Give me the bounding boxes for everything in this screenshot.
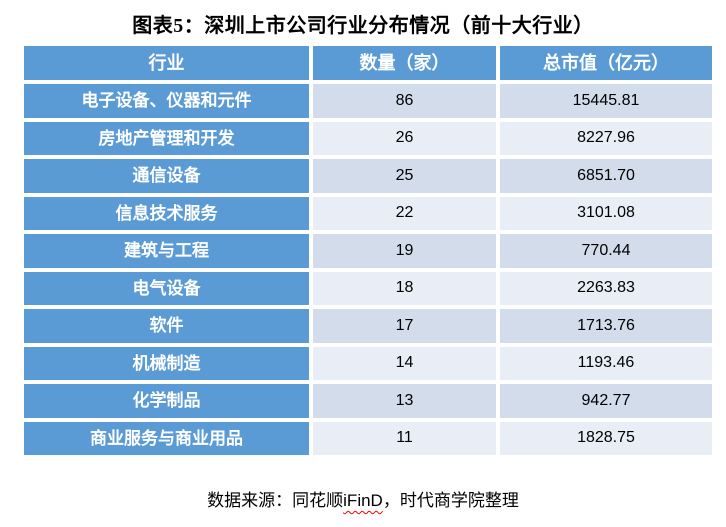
- industry-cell: 机械制造: [24, 346, 309, 380]
- count-cell: 11: [313, 421, 496, 455]
- industry-cell: 化学制品: [24, 384, 309, 418]
- industry-cell: 建筑与工程: [24, 234, 309, 268]
- industry-distribution-table: 行业 数量（家） 总市值（亿元） 电子设备、仪器和元件 86 15445.81 …: [24, 46, 712, 455]
- count-cell: 25: [313, 159, 496, 193]
- industry-cell: 房地产管理和开发: [24, 121, 309, 155]
- market-cap-cell: 1713.76: [500, 309, 712, 343]
- column-header-count: 数量（家）: [313, 46, 496, 80]
- market-cap-cell: 3101.08: [500, 196, 712, 230]
- count-cell: 26: [313, 121, 496, 155]
- market-cap-cell: 770.44: [500, 234, 712, 268]
- market-cap-cell: 15445.81: [500, 84, 712, 118]
- count-cell: 18: [313, 271, 496, 305]
- source-suffix: ，时代商学院整理: [382, 491, 519, 510]
- industry-cell: 软件: [24, 309, 309, 343]
- count-cell: 22: [313, 196, 496, 230]
- count-cell: 19: [313, 234, 496, 268]
- market-cap-cell: 1193.46: [500, 346, 712, 380]
- industry-cell: 通信设备: [24, 159, 309, 193]
- market-cap-cell: 2263.83: [500, 271, 712, 305]
- count-cell: 14: [313, 346, 496, 380]
- industry-cell: 电气设备: [24, 271, 309, 305]
- column-header-industry: 行业: [24, 46, 309, 80]
- column-header-market-cap: 总市值（亿元）: [500, 46, 712, 80]
- industry-cell: 信息技术服务: [24, 196, 309, 230]
- market-cap-cell: 8227.96: [500, 121, 712, 155]
- count-cell: 17: [313, 309, 496, 343]
- market-cap-cell: 6851.70: [500, 159, 712, 193]
- source-prefix: 数据来源：同花顺: [207, 491, 344, 510]
- industry-cell: 电子设备、仪器和元件: [24, 84, 309, 118]
- count-cell: 13: [313, 384, 496, 418]
- source-ifind-label: iFinD: [343, 491, 383, 510]
- count-cell: 86: [313, 84, 496, 118]
- market-cap-cell: 942.77: [500, 384, 712, 418]
- industry-cell: 商业服务与商业用品: [24, 421, 309, 455]
- figure-title: 图表5：深圳上市公司行业分布情况（前十大行业）: [132, 15, 594, 37]
- market-cap-cell: 1828.75: [500, 421, 712, 455]
- data-source-note: 数据来源：同花顺iFinD，时代商学院整理: [0, 486, 726, 511]
